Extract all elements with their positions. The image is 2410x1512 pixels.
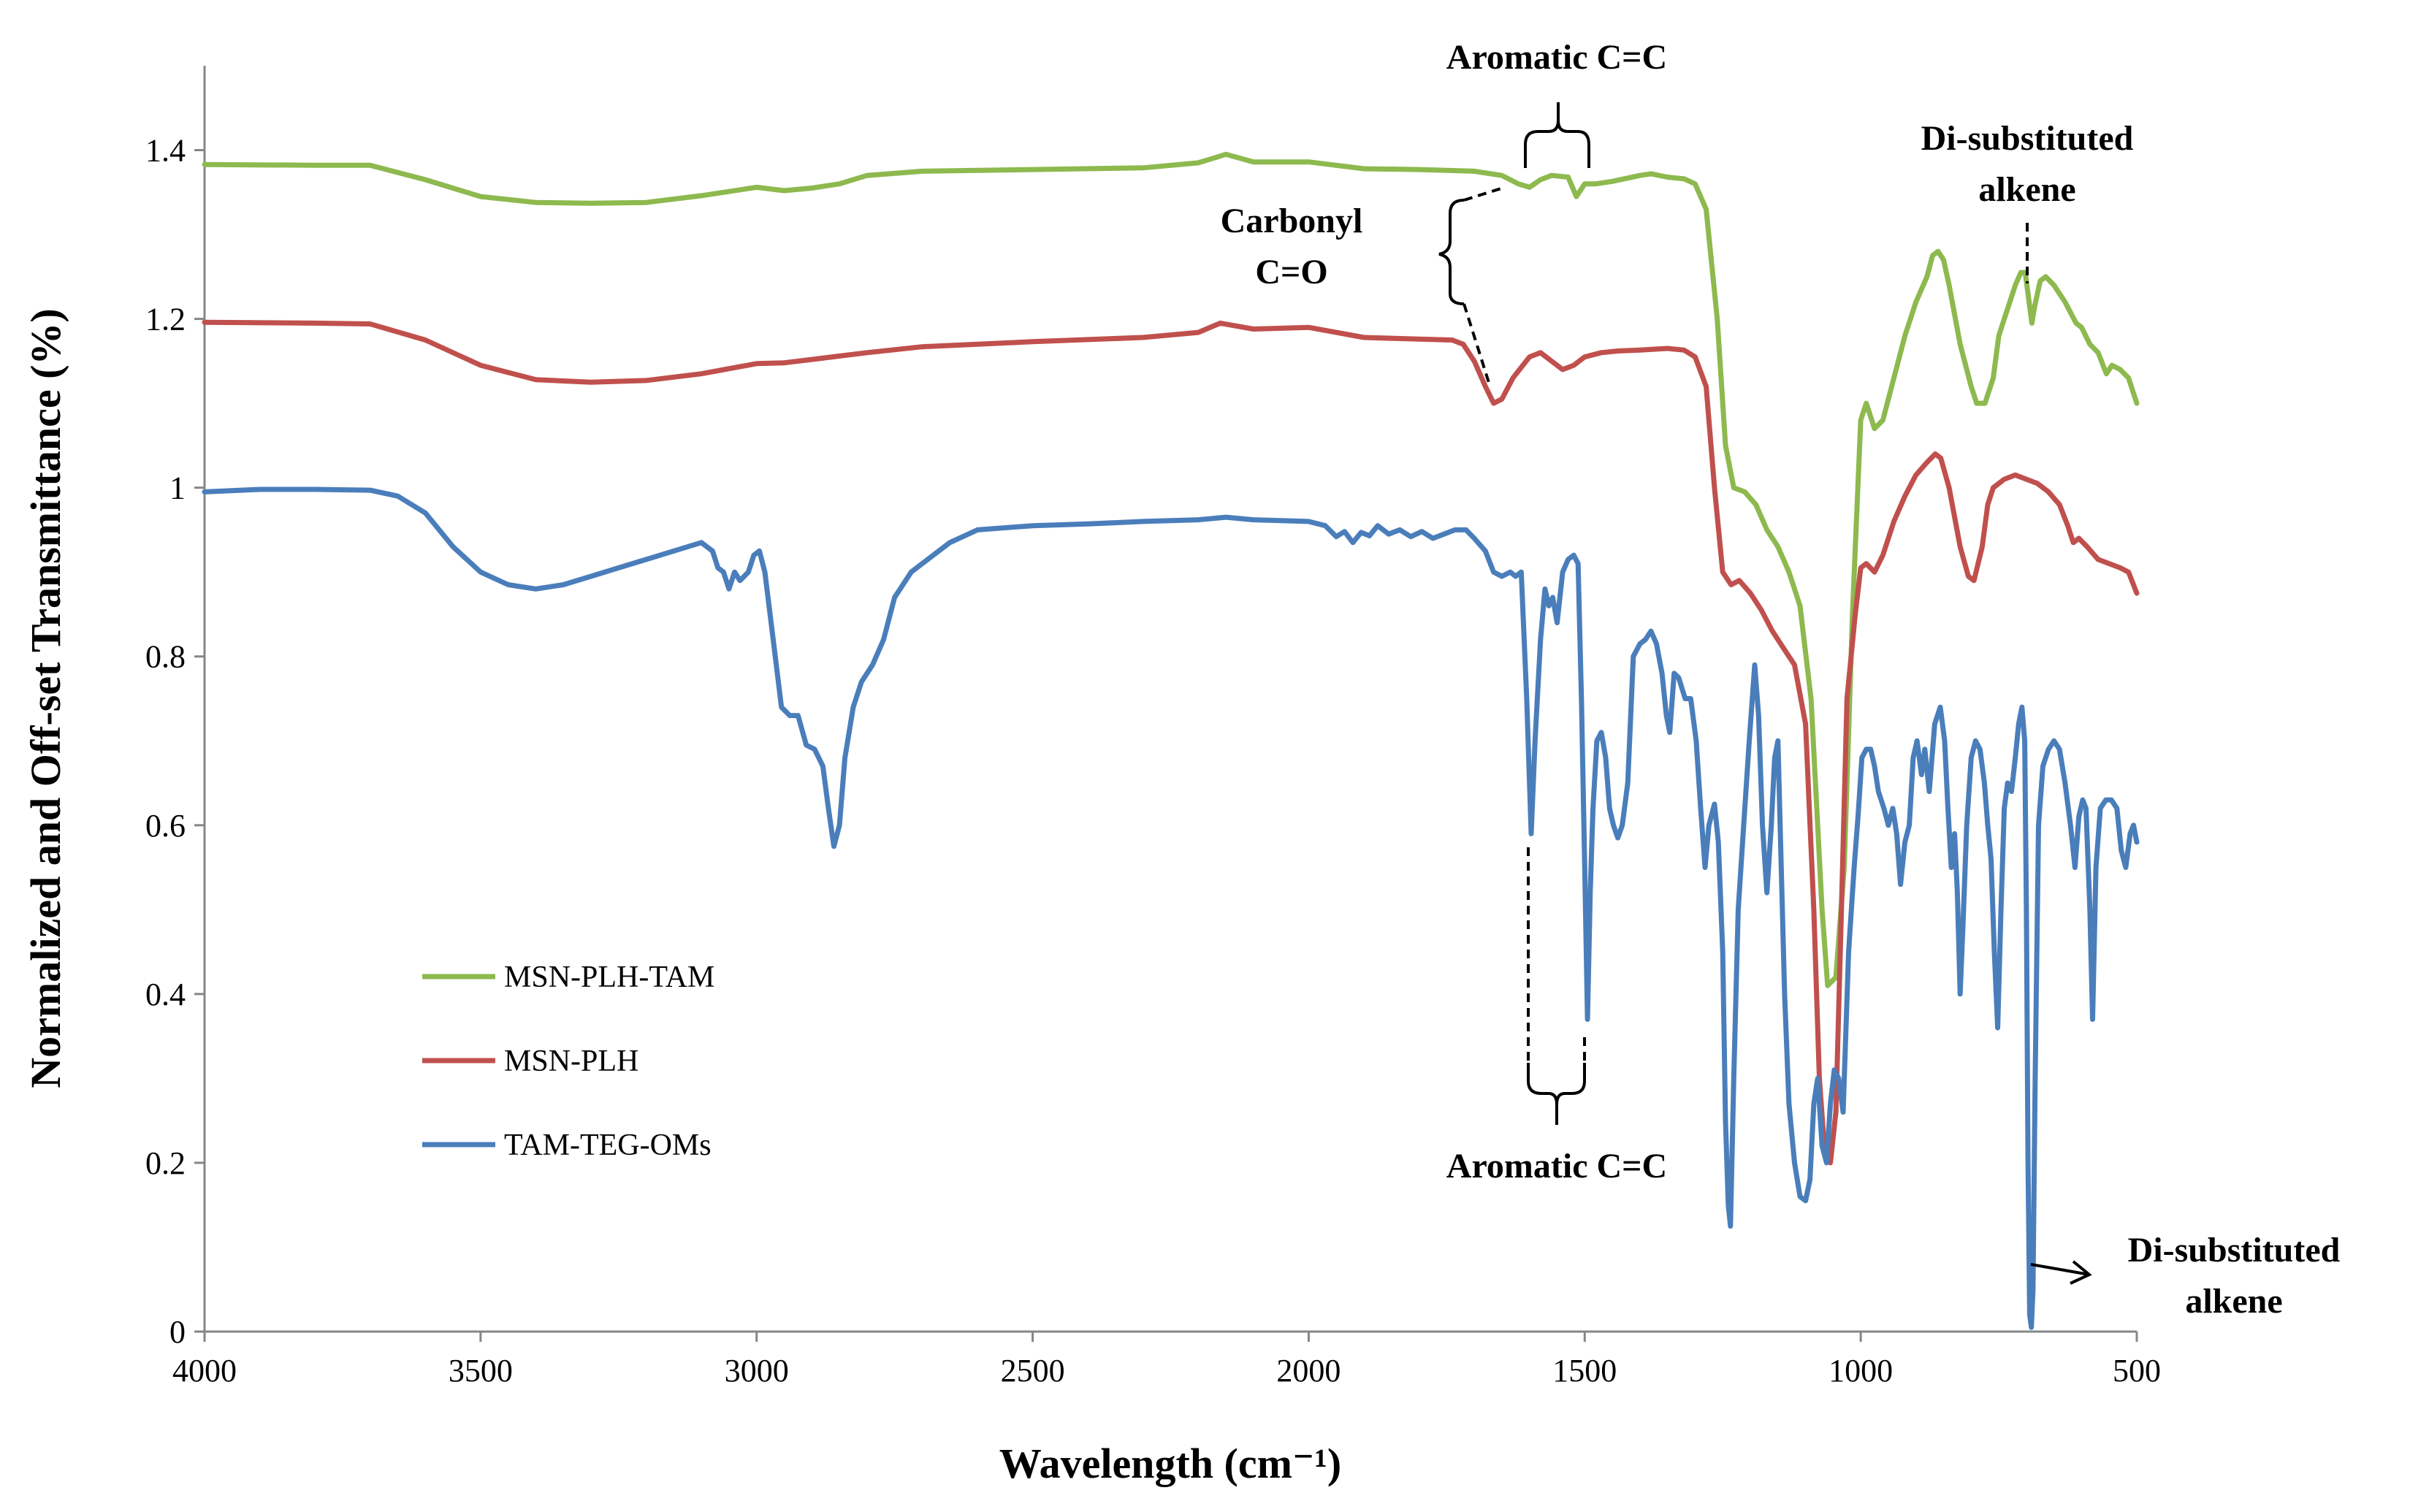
x-tick-label: 1000 <box>1829 1353 1893 1389</box>
carbonyl-dash-bottom <box>1463 303 1492 388</box>
legend-label: TAM-TEG-OMs <box>504 1129 712 1162</box>
y-tick-label: 0.8 <box>145 639 186 675</box>
x-tick-label: 3500 <box>449 1353 513 1389</box>
carbonyl-brace <box>1438 199 1465 305</box>
y-tick-label: 1.4 <box>145 133 186 169</box>
aromatic-top-bracket <box>1524 102 1590 168</box>
x-tick-label: 500 <box>2113 1353 2161 1389</box>
annotation-label: Di-substituted <box>1921 119 2134 158</box>
annotation-label: Aromatic C=C <box>1446 1147 1667 1185</box>
annotation-marks <box>1438 102 2092 1285</box>
series-line-msn-plh <box>202 319 2140 1166</box>
annotation-label: alkene <box>2185 1282 2282 1321</box>
carbonyl-dash-top <box>1463 187 1502 202</box>
x-tick-label: 1500 <box>1552 1353 1617 1389</box>
series-line-tam-teg-oms <box>202 486 2140 1330</box>
legend-label: MSN-PLH <box>504 1045 638 1078</box>
x-ticks: 4000 3500 3000 2500 2000 1500 1000 500 <box>172 1332 2161 1389</box>
x-tick-label: 2000 <box>1276 1353 1341 1389</box>
annotation-texts: Aromatic C=C Carbonyl C=O Di-substituted alk… <box>1221 38 2341 1321</box>
y-tick-label: 0.6 <box>145 808 186 844</box>
legend-label: MSN-PLH-TAM <box>504 961 714 994</box>
y-axis-title: Normalized and Off-set Transmittance (%) <box>22 308 69 1088</box>
y-ticks: 0 0.2 0.4 0.6 0.8 1 1.2 1.4 <box>145 133 205 1350</box>
x-tick-label: 4000 <box>172 1353 237 1389</box>
alkene-bottom-arrow <box>2030 1260 2092 1285</box>
aromatic-bottom-bracket <box>1527 1063 1586 1125</box>
series-layer <box>202 151 2140 1330</box>
y-tick-label: 1.2 <box>145 302 186 337</box>
annotation-label: alkene <box>1978 170 2075 209</box>
annotation-label: Di-substituted <box>2128 1231 2341 1269</box>
legend: MSN-PLH-TAM MSN-PLH TAM-TEG-OMs <box>422 961 714 1162</box>
x-axis-title: Wavelength (cm⁻¹) <box>999 1440 1341 1487</box>
y-tick-label: 0.4 <box>145 977 186 1012</box>
x-tick-label: 3000 <box>725 1353 789 1389</box>
series-line-msn-plh-tam <box>202 151 2140 988</box>
annotation-label: Aromatic C=C <box>1446 38 1667 77</box>
y-tick-label: 0 <box>169 1314 186 1350</box>
annotation-label: C=O <box>1255 253 1327 291</box>
annotation-label: Carbonyl <box>1221 202 1363 240</box>
y-tick-label: 0.2 <box>145 1145 186 1181</box>
y-tick-label: 1 <box>169 470 186 506</box>
axes <box>203 66 2137 1333</box>
x-tick-label: 2500 <box>1001 1353 1065 1389</box>
